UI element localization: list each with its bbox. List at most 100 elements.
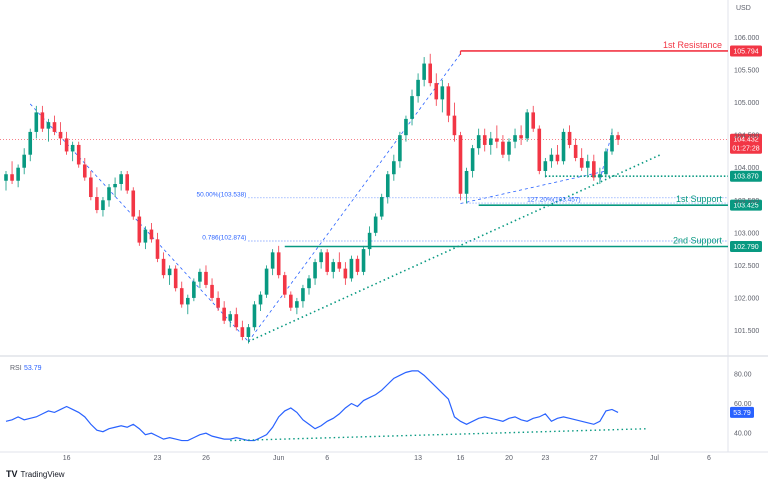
candle-body [76,144,81,165]
candle [495,125,499,149]
candle-body [125,174,129,191]
candle-body [155,239,160,259]
price-tick-label: 105.000 [734,100,759,107]
candle [101,197,105,217]
candle [513,128,517,149]
candle-body [410,96,414,119]
fib-level-label: 50.00%(103.538) [197,191,247,198]
fib-extension-line [460,170,607,204]
candle-body [610,135,614,152]
candle-body [398,135,402,162]
candle [301,284,305,308]
candle-body [16,167,20,181]
time-tick-label: Jun [273,455,284,462]
candle-body [40,112,45,129]
current-price-tag [730,133,762,154]
candle [228,310,233,328]
candle-body [598,174,602,178]
level-lines: 1st Resistance 105.794 103.870 1st Support 1… [284,40,762,252]
candle-body [392,161,396,175]
candle [349,255,354,282]
time-tick-label: 13 [414,455,422,462]
candle [28,128,33,162]
candle [367,226,372,256]
candle [610,128,614,155]
candle-body [470,148,475,171]
candle-body [204,271,208,285]
candle-body [404,118,408,136]
price-tick-label: 104.500 [734,133,759,140]
candle [234,307,239,331]
candle-body [537,128,542,171]
candle [264,265,269,298]
candle [392,154,396,181]
countdown-label: 01:27:28 [732,146,759,153]
candle-body [101,200,105,211]
candle [567,125,572,149]
price-tick-label: 102.000 [734,295,759,302]
candle-body [246,327,251,337]
candle-body [95,197,99,211]
price-tick-label: 105.500 [734,68,759,75]
level-value-label: 103.870 [733,174,758,181]
candle [70,141,75,162]
level-value-tag [730,240,762,252]
candle [434,73,439,106]
candle [252,301,257,331]
price-tick-label: 102.500 [734,263,759,270]
candle [216,291,220,311]
level-value-label: 102.790 [733,244,758,251]
candle [222,301,226,324]
candle [258,291,263,311]
candle [379,193,384,220]
candle [446,83,451,123]
candle [119,170,123,191]
candle [276,245,281,279]
candle-body [295,301,299,308]
candle-body [34,112,39,132]
rsi-tick-label: 60.00 [734,401,752,408]
candle [410,89,414,126]
time-tick-label: 16 [457,455,465,462]
candle-body [428,63,432,84]
time-tick-label: 26 [202,455,210,462]
candle-body [173,268,178,289]
candle [476,128,481,155]
time-tick-label: 20 [505,455,513,462]
level-value-label: 103.425 [733,203,758,210]
rsi-label: RSI [10,365,22,372]
time-tick-label: 6 [707,455,711,462]
candle-body [373,216,378,233]
rsi-trendline [230,428,649,442]
candle-body [46,122,51,129]
candle [240,320,245,341]
grid-lines [0,0,768,453]
candle-body [367,232,372,250]
candle-body [149,229,154,240]
candle [131,187,136,220]
time-tick-label: Jul [650,455,659,462]
candle [616,131,620,145]
candle [555,144,560,165]
candle-body [458,135,463,194]
candle [137,210,142,246]
tradingview-logo[interactable]: TV TradingView [6,469,65,479]
candle [52,115,57,136]
candle-body [113,184,117,188]
candle [531,105,536,132]
candle [489,131,493,155]
candle-body [52,122,57,132]
candle [458,131,463,201]
candle-body [349,258,354,279]
candle [289,291,293,311]
candle [46,118,51,142]
candle [58,122,63,145]
candle-body [379,197,384,217]
candle-body [440,86,445,100]
rsi-pane: 53.79 [5,370,754,442]
candle [343,262,348,285]
candle-body [70,144,75,152]
candle-body [282,275,287,295]
candle [525,109,529,142]
candle-body [240,327,245,337]
